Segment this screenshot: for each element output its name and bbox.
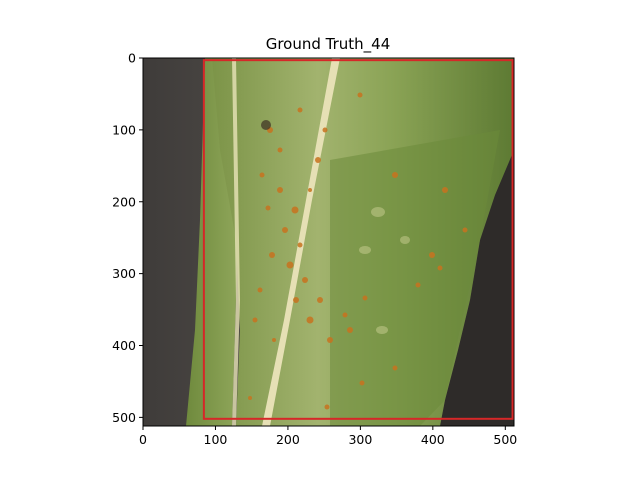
y-tick-label: 200 bbox=[112, 194, 136, 209]
x-tick-label: 500 bbox=[493, 432, 517, 447]
x-tick-label: 200 bbox=[276, 432, 300, 447]
image-frame bbox=[142, 57, 515, 427]
leaf-photo bbox=[143, 58, 514, 426]
y-tick-label: 500 bbox=[112, 410, 136, 425]
x-tick-label: 0 bbox=[139, 432, 147, 447]
y-tick-label: 0 bbox=[128, 51, 136, 66]
x-tick-label: 400 bbox=[421, 432, 445, 447]
y-tick-label: 100 bbox=[112, 122, 136, 137]
ground-truth-box bbox=[202, 59, 514, 420]
figure-title: Ground Truth_44 bbox=[266, 35, 391, 54]
y-axis-ticks: 0 100 200 300 400 500 bbox=[112, 51, 143, 425]
x-tick-label: 100 bbox=[204, 432, 228, 447]
y-tick-label: 300 bbox=[112, 266, 136, 281]
y-tick-label: 400 bbox=[112, 338, 136, 353]
x-axis-ticks: 0 100 200 300 400 500 bbox=[139, 426, 517, 447]
x-tick-label: 300 bbox=[348, 432, 372, 447]
